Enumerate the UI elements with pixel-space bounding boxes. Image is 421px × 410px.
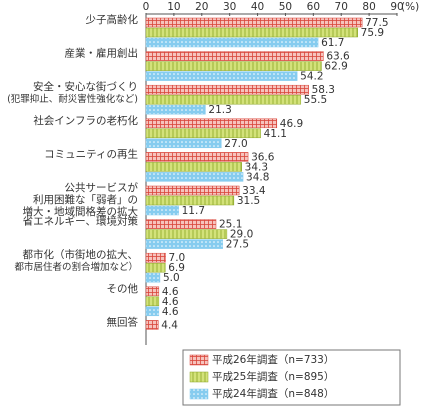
value-label: 29.0 bbox=[230, 229, 253, 241]
value-label: 11.7 bbox=[182, 205, 205, 217]
category-label: 省エネルギー、環境対策 bbox=[23, 215, 139, 228]
bar bbox=[145, 61, 322, 71]
category-label: 無回答 bbox=[107, 315, 139, 328]
category-label: 都市化（市街地の拡大、都市居住者の割合増加など） bbox=[14, 248, 138, 273]
bar bbox=[145, 296, 160, 307]
value-label: 46.9 bbox=[280, 118, 303, 130]
bar bbox=[145, 172, 244, 182]
bar bbox=[145, 195, 235, 206]
bar bbox=[145, 162, 242, 172]
value-label: 41.1 bbox=[264, 128, 287, 140]
value-label: 25.1 bbox=[219, 219, 242, 231]
x-tick-label: 90 bbox=[390, 1, 403, 13]
x-tick-label: 0 bbox=[143, 1, 150, 13]
value-label: 4.6 bbox=[162, 306, 179, 318]
bar bbox=[145, 94, 302, 105]
value-label: 33.4 bbox=[242, 185, 266, 197]
bar bbox=[145, 138, 222, 149]
value-label: 21.3 bbox=[208, 104, 231, 116]
category-label: 社会インフラの老朽化 bbox=[33, 114, 138, 127]
bar bbox=[145, 262, 166, 273]
x-tick-label: 80 bbox=[362, 1, 375, 13]
value-label: 62.9 bbox=[324, 61, 347, 73]
bar bbox=[145, 320, 159, 330]
legend-box bbox=[182, 349, 401, 406]
value-label: 4.4 bbox=[161, 319, 178, 331]
category-label: 公共サービスが利用困難な「弱者」の増大・地域間格差の拡大 bbox=[23, 181, 139, 218]
category-label: その他 bbox=[107, 282, 139, 295]
bar bbox=[145, 306, 160, 317]
value-label: 5.0 bbox=[163, 272, 180, 284]
x-tick-label: 70 bbox=[335, 1, 348, 13]
x-tick-label: 40 bbox=[251, 1, 264, 13]
legend-label: 平成26年調査（n=733） bbox=[212, 353, 334, 366]
category-label: 少子高齢化 bbox=[86, 13, 139, 26]
x-axis-unit: (%) bbox=[401, 1, 419, 13]
x-tick-label: 60 bbox=[307, 1, 320, 13]
bar bbox=[145, 185, 240, 196]
bar bbox=[145, 205, 179, 216]
value-label: 61.7 bbox=[321, 37, 344, 49]
value-label: 31.5 bbox=[237, 195, 260, 207]
legend-swatch bbox=[189, 354, 209, 366]
value-label: 34.3 bbox=[245, 161, 268, 173]
value-label: 27.0 bbox=[224, 138, 247, 150]
x-tick-label: 30 bbox=[223, 1, 236, 13]
value-label: 4.6 bbox=[162, 296, 179, 308]
x-tick-label: 20 bbox=[195, 1, 208, 13]
bar bbox=[145, 51, 324, 61]
x-tick-label: 50 bbox=[279, 1, 292, 13]
bar bbox=[145, 252, 166, 263]
legend-swatch bbox=[189, 388, 209, 400]
value-label: 58.3 bbox=[312, 84, 335, 96]
category-label: 安全・安心な街づくり(犯罪抑止、耐災害性強化など) bbox=[7, 80, 138, 105]
bar bbox=[145, 27, 358, 38]
legend-label: 平成24年調査（n=848） bbox=[212, 387, 334, 400]
bar bbox=[145, 118, 278, 129]
bar bbox=[145, 128, 261, 139]
value-label: 77.5 bbox=[365, 17, 388, 29]
value-label: 34.8 bbox=[246, 171, 269, 183]
bar bbox=[145, 84, 309, 95]
value-label: 6.9 bbox=[168, 262, 185, 274]
bar bbox=[145, 229, 228, 239]
x-tick-label: 10 bbox=[167, 1, 180, 13]
value-label: 36.6 bbox=[251, 151, 275, 163]
legend-label: 平成25年調査（n=895） bbox=[212, 370, 334, 383]
bar bbox=[145, 71, 298, 81]
value-label: 27.5 bbox=[226, 239, 249, 251]
category-label: コミュニティの再生 bbox=[44, 147, 138, 160]
legend-swatch bbox=[189, 371, 209, 383]
bar bbox=[145, 272, 161, 283]
bar bbox=[145, 219, 217, 229]
value-label: 54.2 bbox=[300, 71, 323, 83]
value-label: 4.6 bbox=[162, 286, 179, 298]
bar bbox=[145, 286, 160, 297]
bar bbox=[145, 104, 206, 115]
value-label: 55.5 bbox=[304, 94, 327, 106]
value-label: 63.6 bbox=[326, 51, 350, 63]
bar bbox=[145, 239, 223, 249]
value-label: 75.9 bbox=[361, 27, 384, 39]
value-label: 7.0 bbox=[169, 252, 186, 264]
bar bbox=[145, 37, 319, 48]
category-label: 産業・雇用創出 bbox=[65, 47, 139, 60]
bar bbox=[145, 152, 249, 162]
bar bbox=[145, 17, 363, 28]
